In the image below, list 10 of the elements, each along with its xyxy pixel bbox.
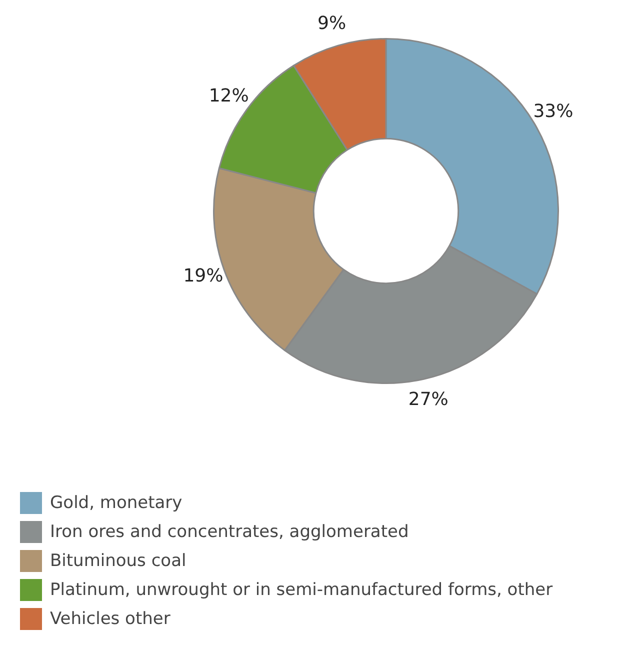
legend-label: Iron ores and concentrates, agglomerated xyxy=(50,522,409,542)
legend-label: Bituminous coal xyxy=(50,550,186,570)
legend-label: Gold, monetary xyxy=(50,492,182,512)
data-label: 27% xyxy=(408,389,448,410)
data-label: 9% xyxy=(318,13,346,34)
data-label: 33% xyxy=(533,100,574,122)
data-label: 19% xyxy=(183,265,224,286)
data-label: 12% xyxy=(208,85,249,106)
legend-label: Vehicles other xyxy=(50,608,170,628)
legend-label: Platinum, unwrought or in semi-manufactured forms, other xyxy=(50,580,553,600)
